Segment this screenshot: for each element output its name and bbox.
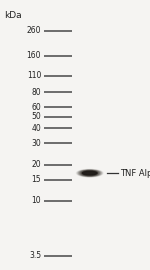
Text: 3.5: 3.5 — [29, 251, 41, 260]
Ellipse shape — [79, 170, 101, 176]
Text: 110: 110 — [27, 71, 41, 80]
Text: 20: 20 — [32, 160, 41, 169]
Text: 15: 15 — [32, 175, 41, 184]
Text: 10: 10 — [32, 196, 41, 205]
Text: TNF Alpha: TNF Alpha — [120, 168, 150, 178]
Text: 30: 30 — [32, 139, 41, 148]
Ellipse shape — [82, 171, 97, 176]
Text: 260: 260 — [27, 26, 41, 35]
Text: 80: 80 — [32, 88, 41, 97]
Text: 40: 40 — [32, 124, 41, 133]
Text: kDa: kDa — [4, 11, 22, 20]
Ellipse shape — [80, 170, 100, 176]
Text: 50: 50 — [32, 112, 41, 121]
Ellipse shape — [76, 170, 103, 177]
Text: 60: 60 — [32, 103, 41, 112]
Ellipse shape — [82, 171, 97, 175]
Text: 160: 160 — [27, 52, 41, 60]
Ellipse shape — [81, 171, 99, 176]
Ellipse shape — [83, 171, 96, 175]
Ellipse shape — [78, 170, 102, 177]
